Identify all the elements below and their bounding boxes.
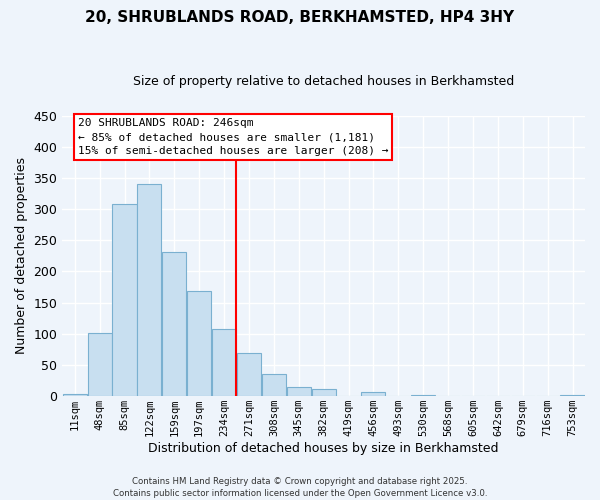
- Bar: [62, 394, 87, 396]
- Bar: [137, 184, 161, 396]
- Bar: [88, 333, 112, 396]
- Bar: [162, 252, 187, 396]
- Text: 20, SHRUBLANDS ROAD, BERKHAMSTED, HP4 3HY: 20, SHRUBLANDS ROAD, BERKHAMSTED, HP4 3H…: [85, 10, 515, 25]
- Y-axis label: Number of detached properties: Number of detached properties: [15, 158, 28, 354]
- Bar: [411, 395, 435, 396]
- Bar: [262, 374, 286, 396]
- Bar: [212, 330, 236, 396]
- Bar: [361, 392, 385, 396]
- X-axis label: Distribution of detached houses by size in Berkhamsted: Distribution of detached houses by size …: [148, 442, 499, 455]
- Bar: [237, 352, 261, 396]
- Title: Size of property relative to detached houses in Berkhamsted: Size of property relative to detached ho…: [133, 75, 514, 88]
- Bar: [287, 388, 311, 396]
- Bar: [112, 204, 137, 396]
- Bar: [187, 292, 211, 396]
- Bar: [311, 388, 336, 396]
- Text: Contains HM Land Registry data © Crown copyright and database right 2025.
Contai: Contains HM Land Registry data © Crown c…: [113, 476, 487, 498]
- Bar: [560, 395, 584, 396]
- Text: 20 SHRUBLANDS ROAD: 246sqm
← 85% of detached houses are smaller (1,181)
15% of s: 20 SHRUBLANDS ROAD: 246sqm ← 85% of deta…: [78, 118, 388, 156]
